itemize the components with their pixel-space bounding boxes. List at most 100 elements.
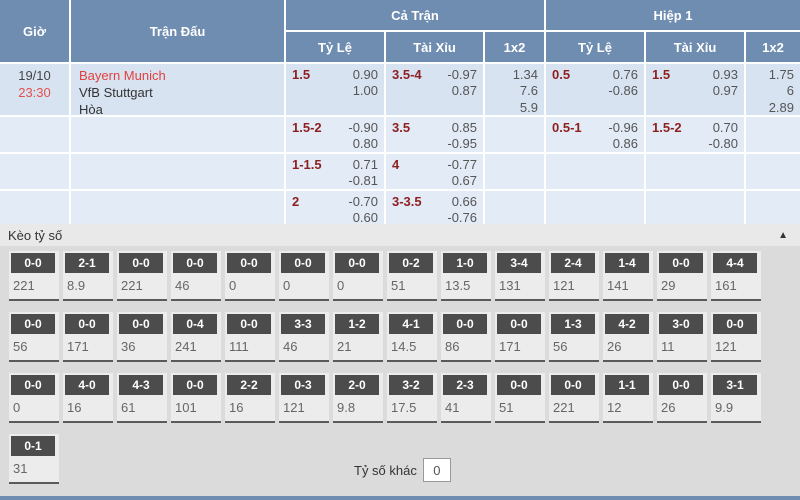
- score-cell[interactable]: 0-0 46: [171, 251, 221, 301]
- score-label: 3-2: [389, 375, 433, 395]
- score-cell[interactable]: 1-4 141: [603, 251, 653, 301]
- score-label: 4-4: [713, 253, 757, 273]
- odds-value[interactable]: 0.85: [451, 120, 477, 135]
- col-header-first-half: Hiệp 1: [546, 0, 800, 30]
- match-date: 19/10: [18, 68, 51, 83]
- score-cell[interactable]: 0-0 86: [441, 312, 491, 362]
- h1-over-under-cell[interactable]: 1.5-2 0.70 -0.80: [646, 117, 744, 152]
- odds-value[interactable]: -0.97: [447, 67, 477, 82]
- score-cell[interactable]: 0-0 221: [9, 251, 59, 301]
- ft-handicap-cell[interactable]: 1.5 0.90 1.00: [286, 64, 384, 115]
- score-cell[interactable]: 2-1 8.9: [63, 251, 113, 301]
- odds-value[interactable]: 1.00: [352, 83, 378, 99]
- score-label: 0-0: [11, 375, 55, 395]
- score-cell[interactable]: 0-0 221: [117, 251, 167, 301]
- score-cell[interactable]: 1-2 21: [333, 312, 383, 362]
- score-cell[interactable]: 3-4 131: [495, 251, 545, 301]
- odds-value[interactable]: 6: [786, 83, 794, 99]
- odds-value[interactable]: 0.93: [712, 67, 738, 82]
- ft-handicap-cell[interactable]: 1.5-2 -0.90 0.80: [286, 117, 384, 152]
- odds-value[interactable]: -0.90: [348, 120, 378, 135]
- collapse-icon[interactable]: ▲: [778, 229, 788, 241]
- score-cell[interactable]: 0-0 0: [225, 251, 275, 301]
- odds-value[interactable]: -0.95: [447, 136, 477, 152]
- score-cell[interactable]: 3-1 9.9: [711, 373, 761, 423]
- score-cell[interactable]: 1-3 56: [549, 312, 599, 362]
- odds-value[interactable]: -0.77: [447, 157, 477, 172]
- odds-value[interactable]: -0.80: [708, 136, 738, 152]
- score-cell[interactable]: 0-1 31: [9, 434, 59, 484]
- score-cell[interactable]: 0-0 51: [495, 373, 545, 423]
- score-cell[interactable]: 0-0 0: [9, 373, 59, 423]
- score-cell[interactable]: 0-2 51: [387, 251, 437, 301]
- score-cell[interactable]: 0-3 121: [279, 373, 329, 423]
- score-cell[interactable]: 3-3 46: [279, 312, 329, 362]
- ft-handicap-cell[interactable]: 1-1.5 0.71 -0.81: [286, 154, 384, 189]
- score-cell[interactable]: 0-0 121: [711, 312, 761, 362]
- score-cell[interactable]: 2-4 121: [549, 251, 599, 301]
- odds-value[interactable]: 0.66: [451, 194, 477, 209]
- odds-value[interactable]: -0.70: [348, 194, 378, 209]
- odds-value[interactable]: 0.76: [612, 67, 638, 82]
- h1-handicap-cell[interactable]: 0.5-1 -0.96 0.86: [546, 117, 644, 152]
- score-cell[interactable]: 4-3 61: [117, 373, 167, 423]
- score-cell[interactable]: 0-0 36: [117, 312, 167, 362]
- odds-value[interactable]: 0.67: [451, 173, 477, 189]
- score-odds: 56: [13, 339, 28, 354]
- score-cell[interactable]: 3-2 17.5: [387, 373, 437, 423]
- odds-value[interactable]: 2.89: [768, 99, 794, 115]
- odds-value[interactable]: -0.81: [348, 173, 378, 189]
- score-cell[interactable]: 0-4 241: [171, 312, 221, 362]
- odds-value[interactable]: 0.90: [352, 67, 378, 82]
- score-cell[interactable]: 0-0 111: [225, 312, 275, 362]
- score-cell[interactable]: 2-3 41: [441, 373, 491, 423]
- score-cell[interactable]: 2-0 9.8: [333, 373, 383, 423]
- odds-value[interactable]: 7.6: [519, 83, 538, 99]
- odds-value[interactable]: -0.76: [447, 210, 477, 226]
- h1-over-under-cell[interactable]: 1.5 0.93 0.97: [646, 64, 744, 115]
- score-cell[interactable]: 1-0 13.5: [441, 251, 491, 301]
- odds-value[interactable]: 1.34: [512, 67, 538, 82]
- score-cell[interactable]: 0-0 221: [549, 373, 599, 423]
- odds-value[interactable]: -0.96: [608, 120, 638, 135]
- score-cell[interactable]: 0-0 26: [657, 373, 707, 423]
- ft-over-under-cell[interactable]: 3.5-4 -0.97 0.87: [386, 64, 483, 115]
- score-cell[interactable]: 4-2 26: [603, 312, 653, 362]
- score-cell[interactable]: 0-0 56: [9, 312, 59, 362]
- score-cell[interactable]: 3-0 11: [657, 312, 707, 362]
- score-cell[interactable]: 0-0 101: [171, 373, 221, 423]
- odds-value[interactable]: 0.87: [451, 83, 477, 99]
- score-cell[interactable]: 0-0 0: [333, 251, 383, 301]
- score-cell[interactable]: 0-0 171: [495, 312, 545, 362]
- score-cell[interactable]: 4-0 16: [63, 373, 113, 423]
- odds-value[interactable]: 1.75: [768, 67, 794, 82]
- score-cell[interactable]: 0-0 171: [63, 312, 113, 362]
- odds-value[interactable]: 0.86: [612, 136, 638, 152]
- score-cell[interactable]: 2-2 16: [225, 373, 275, 423]
- score-cell[interactable]: 4-1 14.5: [387, 312, 437, 362]
- score-cell[interactable]: 4-4 161: [711, 251, 761, 301]
- other-score-input[interactable]: 0: [422, 458, 451, 482]
- score-label: 0-0: [65, 314, 109, 334]
- ft-handicap-cell[interactable]: 2 -0.70 0.60: [286, 191, 384, 226]
- score-cell[interactable]: 1-1 12: [603, 373, 653, 423]
- odds-value[interactable]: 0.97: [712, 83, 738, 99]
- odds-value[interactable]: 5.9: [519, 99, 538, 115]
- odds-value[interactable]: -0.86: [608, 83, 638, 99]
- score-cell[interactable]: 0-0 29: [657, 251, 707, 301]
- ft-over-under-cell[interactable]: 3-3.5 0.66 -0.76: [386, 191, 483, 226]
- odds-value[interactable]: 0.71: [352, 157, 378, 172]
- score-odds: 26: [661, 400, 676, 415]
- odds-value[interactable]: 0.70: [712, 120, 738, 135]
- score-odds: 51: [391, 278, 406, 293]
- odds-value[interactable]: 0.80: [352, 136, 378, 152]
- ft-1x2-cell[interactable]: 1.34 7.6 5.9: [485, 64, 544, 115]
- score-cell[interactable]: 0-0 0: [279, 251, 329, 301]
- score-odds: 14.5: [391, 339, 417, 354]
- ft-over-under-cell[interactable]: 4 -0.77 0.67: [386, 154, 483, 189]
- h1-1x2-cell[interactable]: 1.75 6 2.89: [746, 64, 800, 115]
- match-kickoff: 23:30: [18, 84, 51, 100]
- ft-over-under-cell[interactable]: 3.5 0.85 -0.95: [386, 117, 483, 152]
- odds-value[interactable]: 0.60: [352, 210, 378, 226]
- h1-handicap-cell[interactable]: 0.5 0.76 -0.86: [546, 64, 644, 115]
